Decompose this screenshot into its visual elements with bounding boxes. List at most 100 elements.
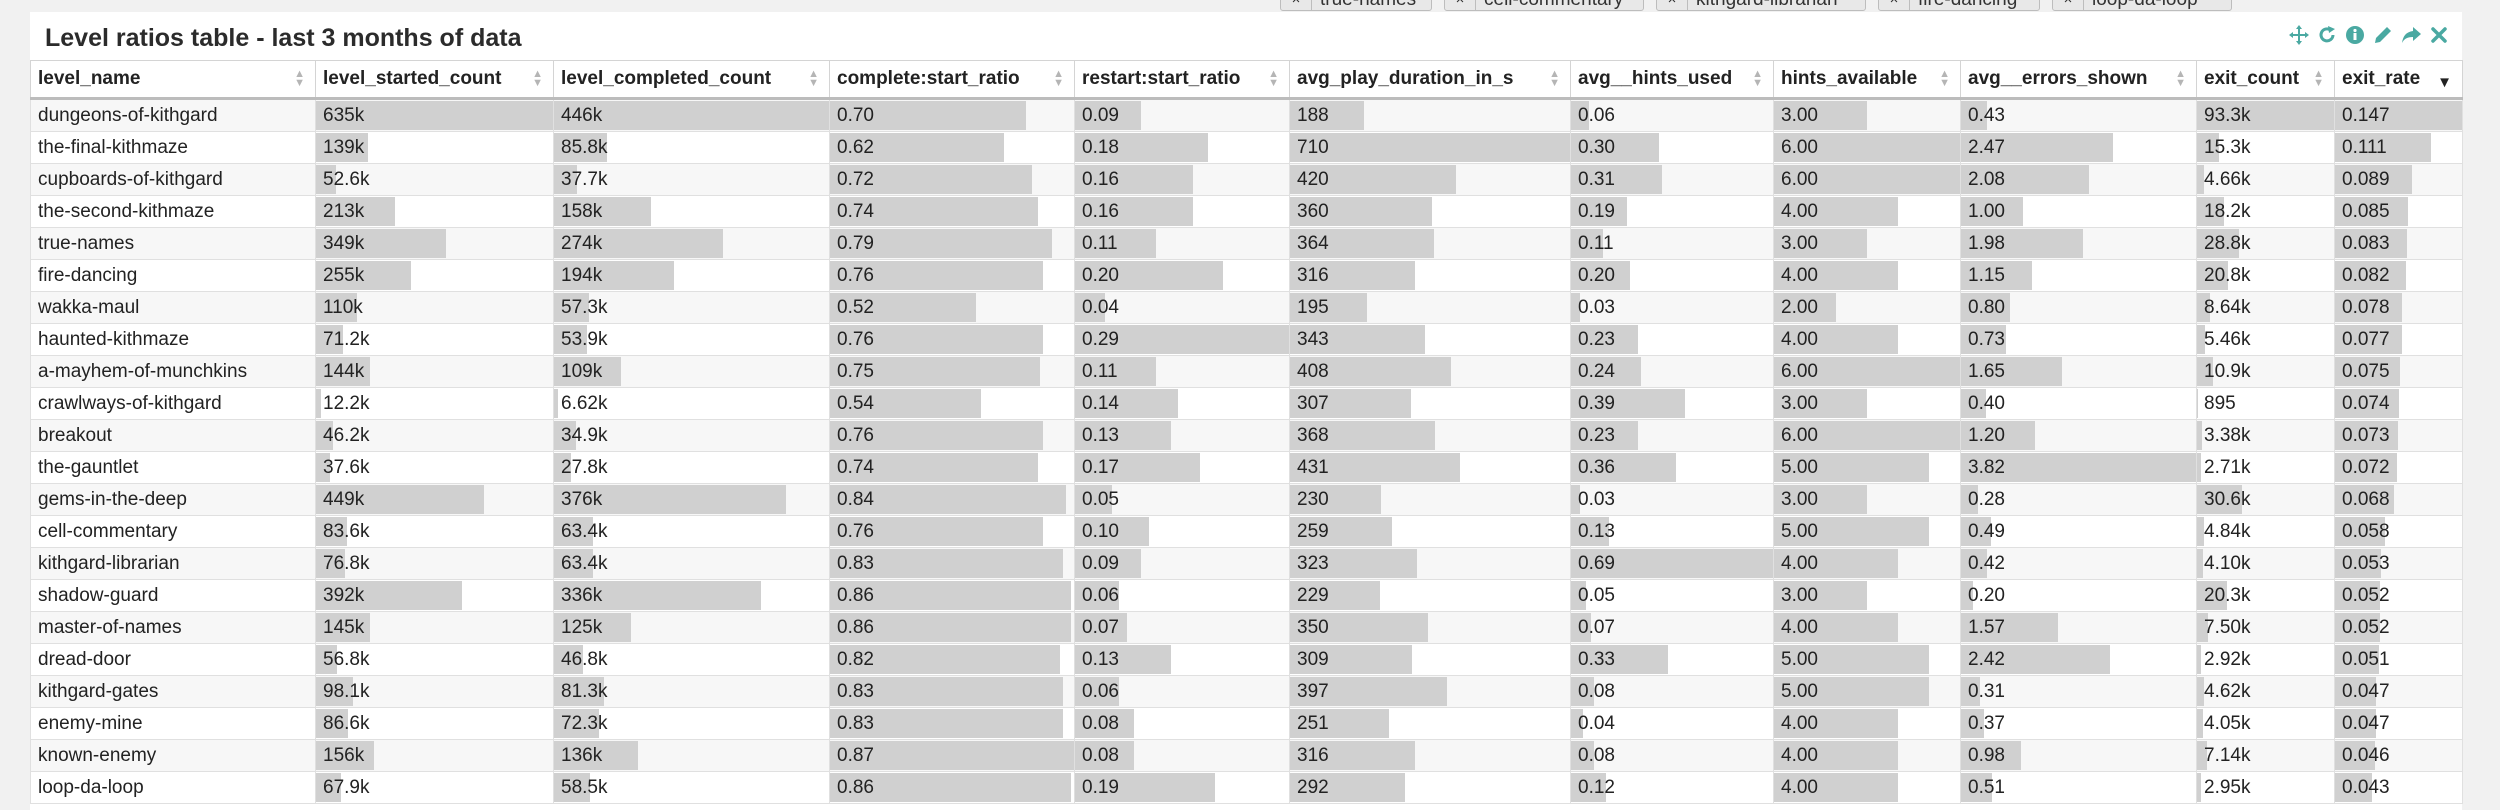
cell-value: 0.76 <box>837 329 874 350</box>
column-header-avg-hints-used[interactable]: avg__hints_used ▲ ▼ <box>1570 60 1774 100</box>
value-bar <box>1290 709 1389 738</box>
info-icon[interactable] <box>2344 24 2366 46</box>
column-header-exit-rate[interactable]: exit_rate ▼ <box>2334 60 2463 100</box>
share-icon[interactable] <box>2400 24 2422 46</box>
cell-value: 4.00 <box>1781 201 1818 222</box>
sort-icon[interactable]: ▲ ▼ <box>1549 68 1560 89</box>
filter-chip[interactable]: × true-names <box>1280 0 1432 11</box>
column-header-level-started-count[interactable]: level_started_count ▲ ▼ <box>315 60 554 100</box>
cell-value: 12.2k <box>323 393 370 414</box>
cell-value: 6.62k <box>561 393 608 414</box>
sort-icon[interactable]: ▲ ▼ <box>2175 68 2186 89</box>
sort-icon[interactable]: ▲ ▼ <box>1752 68 1763 89</box>
filter-chip-label: cell-commentary <box>1484 0 1633 10</box>
value-bar <box>2197 581 2227 610</box>
column-header-exit-count[interactable]: exit_count ▲ ▼ <box>2196 60 2335 100</box>
column-header-complete-start-ratio[interactable]: complete:start_ratio ▲ ▼ <box>829 60 1075 100</box>
value-bar <box>2197 421 2202 450</box>
value-bar <box>316 101 553 130</box>
column-header-avg-play-duration-in-s[interactable]: avg_play_duration_in_s ▲ ▼ <box>1289 60 1571 100</box>
move-icon[interactable] <box>2288 24 2310 46</box>
column-header-level-name[interactable]: level_name ▲ ▼ <box>30 60 316 100</box>
cell-avg-play-duration-in-s: 307 <box>1289 387 1571 420</box>
value-bar <box>2335 677 2376 706</box>
cell-value: 323 <box>1297 553 1329 574</box>
remove-filter-icon[interactable]: × <box>1879 0 1910 10</box>
value-bar <box>1075 485 1112 514</box>
value-bar <box>2335 645 2380 674</box>
cell-value: 0.147 <box>2342 105 2390 126</box>
value-bar <box>554 709 599 738</box>
cell-avg-play-duration-in-s: 316 <box>1289 739 1571 772</box>
cell-exit-count: 8.64k <box>2196 291 2335 324</box>
cell-hints-available: 6.00 <box>1773 355 1961 388</box>
column-header-avg-errors-shown[interactable]: avg__errors_shown ▲ ▼ <box>1960 60 2197 100</box>
cell-level-name: cupboards-of-kithgard <box>30 163 316 196</box>
cell-value: 0.11 <box>1082 233 1118 254</box>
value-bar <box>1290 517 1393 546</box>
cell-value: 0.86 <box>837 617 874 638</box>
cell-avg-hints-used: 0.31 <box>1570 163 1774 196</box>
remove-filter-icon[interactable]: × <box>1281 0 1312 10</box>
value-bar <box>1961 293 2011 322</box>
cell-value: 4.62k <box>2204 681 2251 702</box>
sort-icon[interactable]: ▲ ▼ <box>294 68 305 89</box>
filter-chip[interactable]: × kithgard-librarian <box>1656 0 1866 11</box>
cell-restart-start-ratio: 0.06 <box>1074 675 1290 708</box>
sort-icon[interactable]: ▲ ▼ <box>1268 68 1279 89</box>
filter-chip[interactable]: × cell-commentary <box>1444 0 1644 11</box>
column-header-level-completed-count[interactable]: level_completed_count ▲ ▼ <box>553 60 830 100</box>
sort-icon[interactable]: ▲ ▼ <box>1053 68 1064 89</box>
value-bar <box>2335 325 2402 354</box>
cell-value: 0.80 <box>1968 297 2005 318</box>
cell-avg-play-duration-in-s: 292 <box>1289 771 1571 804</box>
sort-desc-icon[interactable]: ▼ <box>2437 74 2452 91</box>
cell-value: 3.38k <box>2204 425 2251 446</box>
cell-value: enemy-mine <box>38 713 143 734</box>
cell-avg-errors-shown: 1.15 <box>1960 259 2197 292</box>
filter-chip[interactable]: × fire-dancing <box>1878 0 2040 11</box>
value-bar <box>2197 741 2208 770</box>
refresh-icon[interactable] <box>2316 24 2338 46</box>
value-bar <box>2335 549 2381 578</box>
sort-icon[interactable]: ▲ ▼ <box>532 68 543 89</box>
cell-complete-start-ratio: 0.74 <box>829 451 1075 484</box>
cell-hints-available: 2.00 <box>1773 291 1961 324</box>
column-header-hints-available[interactable]: hints_available ▲ ▼ <box>1773 60 1961 100</box>
cell-value: 0.078 <box>2342 297 2390 318</box>
value-bar <box>554 581 762 610</box>
value-bar <box>1075 197 1194 226</box>
value-bar <box>2197 229 2240 258</box>
sort-icon[interactable]: ▲ ▼ <box>2313 68 2324 89</box>
close-icon[interactable] <box>2428 24 2450 46</box>
value-bar <box>1075 421 1171 450</box>
cell-level-completed-count: 63.4k <box>553 515 830 548</box>
value-bar <box>2197 165 2204 194</box>
cell-value: 125k <box>561 617 603 638</box>
remove-filter-icon[interactable]: × <box>2053 0 2084 10</box>
sort-icon[interactable]: ▲ ▼ <box>808 68 819 89</box>
cell-exit-rate: 0.068 <box>2334 483 2463 516</box>
cell-value: 0.37 <box>1968 713 2005 734</box>
cell-exit-rate: 0.078 <box>2334 291 2463 324</box>
cell-level-completed-count: 125k <box>553 611 830 644</box>
value-bar <box>316 293 358 322</box>
remove-filter-icon[interactable]: × <box>1445 0 1476 10</box>
remove-filter-icon[interactable]: × <box>1657 0 1688 10</box>
cell-value: 336k <box>561 585 603 606</box>
cell-hints-available: 3.00 <box>1773 483 1961 516</box>
cell-value: 37.7k <box>561 169 608 190</box>
filter-chip[interactable]: × loop-da-loop <box>2052 0 2232 11</box>
sort-icon[interactable]: ▲ ▼ <box>1939 68 1950 89</box>
cell-value: 188 <box>1297 105 1329 126</box>
value-bar <box>554 325 588 354</box>
value-bar <box>1961 709 1984 738</box>
column-header-restart-start-ratio[interactable]: restart:start_ratio ▲ ▼ <box>1074 60 1290 100</box>
cell-value: 10.9k <box>2204 361 2251 382</box>
pencil-icon[interactable] <box>2372 24 2394 46</box>
cell-value: 4.00 <box>1781 553 1818 574</box>
value-bar <box>2335 773 2373 802</box>
cell-level-name: dread-door <box>30 643 316 676</box>
cell-exit-count: 4.84k <box>2196 515 2335 548</box>
cell-value: 18.2k <box>2204 201 2251 222</box>
